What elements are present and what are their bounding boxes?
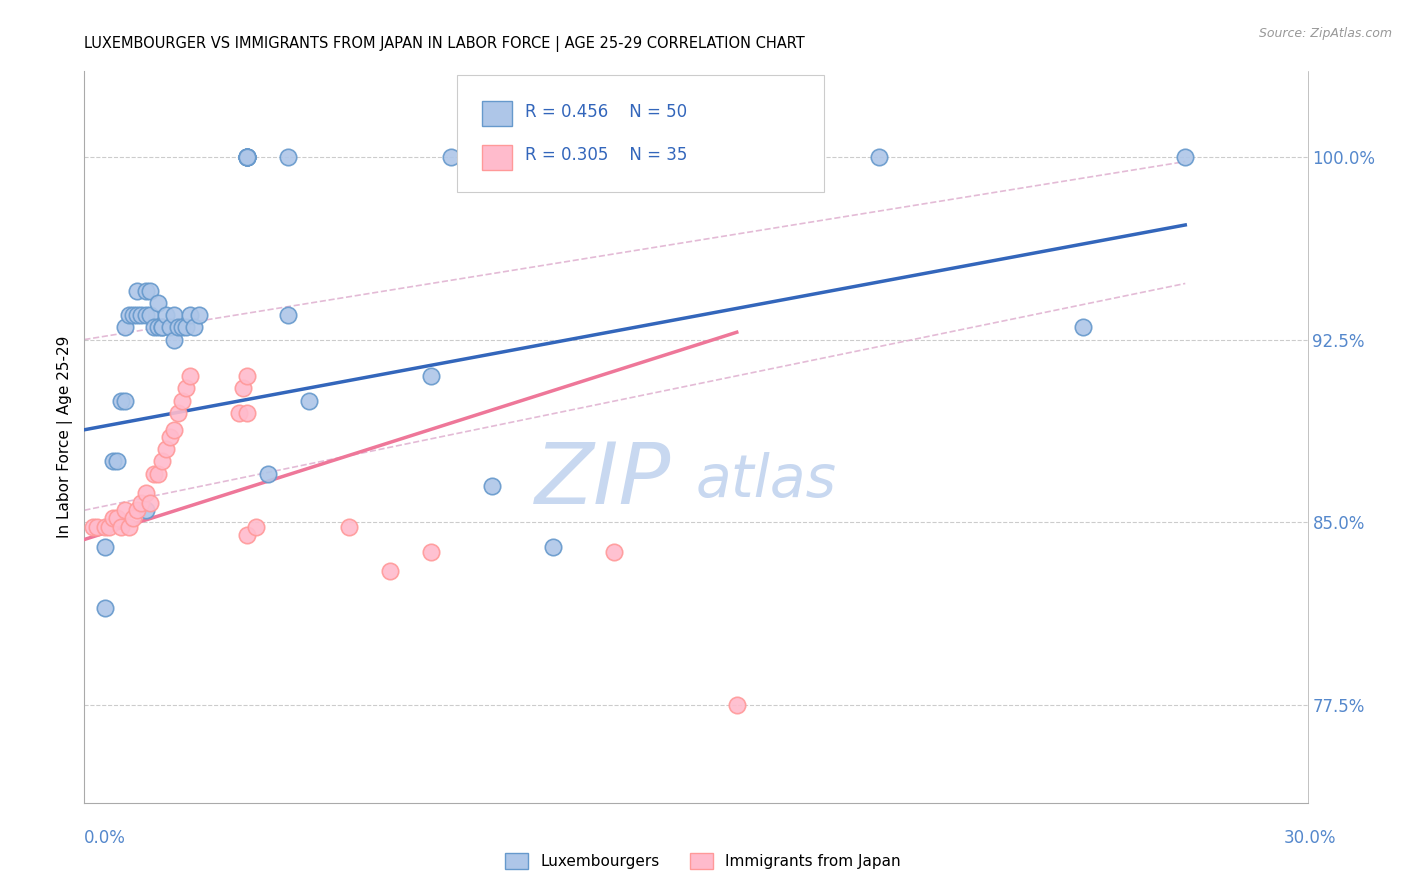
Point	[172, 320, 194, 334]
Point	[142, 467, 165, 481]
Point	[114, 320, 136, 334]
Point	[110, 520, 132, 534]
Point	[481, 479, 503, 493]
Point	[179, 369, 201, 384]
Point	[176, 381, 198, 395]
Text: atlas: atlas	[696, 452, 837, 509]
Point	[135, 284, 157, 298]
Point	[420, 544, 443, 558]
Text: R = 0.305    N = 35: R = 0.305 N = 35	[524, 146, 688, 164]
Point	[93, 520, 117, 534]
Point	[176, 320, 198, 334]
Point	[380, 564, 402, 578]
Point	[97, 520, 120, 534]
Point	[187, 308, 209, 322]
Legend: Luxembourgers, Immigrants from Japan: Luxembourgers, Immigrants from Japan	[499, 847, 907, 875]
Point	[122, 510, 145, 524]
Text: ZIP: ZIP	[536, 440, 672, 523]
Point	[127, 284, 149, 298]
Point	[118, 308, 141, 322]
Point	[131, 496, 153, 510]
Point	[163, 308, 186, 322]
FancyBboxPatch shape	[482, 101, 513, 127]
Point	[135, 503, 157, 517]
Point	[1073, 320, 1095, 334]
Point	[105, 510, 128, 524]
Point	[155, 442, 177, 457]
Point	[138, 284, 160, 298]
Point	[150, 320, 173, 334]
Point	[163, 423, 186, 437]
Text: Source: ZipAtlas.com: Source: ZipAtlas.com	[1258, 27, 1392, 40]
Point	[236, 527, 259, 541]
Point	[110, 393, 132, 408]
Point	[135, 486, 157, 500]
Point	[183, 320, 205, 334]
Point	[105, 454, 128, 468]
Point	[236, 369, 259, 384]
Point	[440, 150, 463, 164]
Text: 30.0%: 30.0%	[1284, 829, 1336, 847]
Point	[232, 381, 254, 395]
Point	[146, 320, 169, 334]
Point	[101, 454, 124, 468]
Point	[159, 320, 181, 334]
Point	[93, 540, 117, 554]
FancyBboxPatch shape	[457, 75, 824, 192]
Text: LUXEMBOURGER VS IMMIGRANTS FROM JAPAN IN LABOR FORCE | AGE 25-29 CORRELATION CHA: LUXEMBOURGER VS IMMIGRANTS FROM JAPAN IN…	[84, 36, 806, 52]
Point	[131, 308, 153, 322]
Point	[150, 454, 173, 468]
Text: 0.0%: 0.0%	[84, 829, 127, 847]
Point	[298, 393, 321, 408]
Point	[114, 393, 136, 408]
Point	[127, 503, 149, 517]
Point	[236, 150, 259, 164]
Point	[1174, 150, 1197, 164]
Point	[228, 406, 250, 420]
Point	[146, 467, 169, 481]
Point	[236, 150, 259, 164]
Point	[172, 393, 194, 408]
Point	[167, 320, 190, 334]
Point	[167, 406, 190, 420]
Text: R = 0.456    N = 50: R = 0.456 N = 50	[524, 103, 688, 120]
Point	[146, 296, 169, 310]
Y-axis label: In Labor Force | Age 25-29: In Labor Force | Age 25-29	[58, 336, 73, 538]
Point	[236, 150, 259, 164]
Point	[138, 496, 160, 510]
Point	[236, 150, 259, 164]
Point	[155, 308, 177, 322]
Point	[725, 698, 748, 713]
Point	[339, 520, 361, 534]
Point	[82, 520, 104, 534]
Point	[122, 308, 145, 322]
Point	[86, 520, 108, 534]
Point	[869, 150, 891, 164]
Point	[135, 308, 157, 322]
Point	[93, 600, 117, 615]
Point	[150, 320, 173, 334]
Point	[236, 406, 259, 420]
Point	[603, 544, 626, 558]
Point	[118, 520, 141, 534]
Point	[236, 150, 259, 164]
Point	[138, 308, 160, 322]
Point	[101, 510, 124, 524]
Point	[257, 467, 280, 481]
Point	[179, 308, 201, 322]
Point	[543, 540, 565, 554]
Point	[420, 369, 443, 384]
Point	[159, 430, 181, 444]
Point	[142, 320, 165, 334]
Point	[562, 150, 585, 164]
Point	[127, 308, 149, 322]
Point	[245, 520, 267, 534]
FancyBboxPatch shape	[482, 145, 513, 170]
Point	[163, 333, 186, 347]
Point	[114, 503, 136, 517]
Point	[277, 308, 299, 322]
Point	[277, 150, 299, 164]
Point	[236, 150, 259, 164]
